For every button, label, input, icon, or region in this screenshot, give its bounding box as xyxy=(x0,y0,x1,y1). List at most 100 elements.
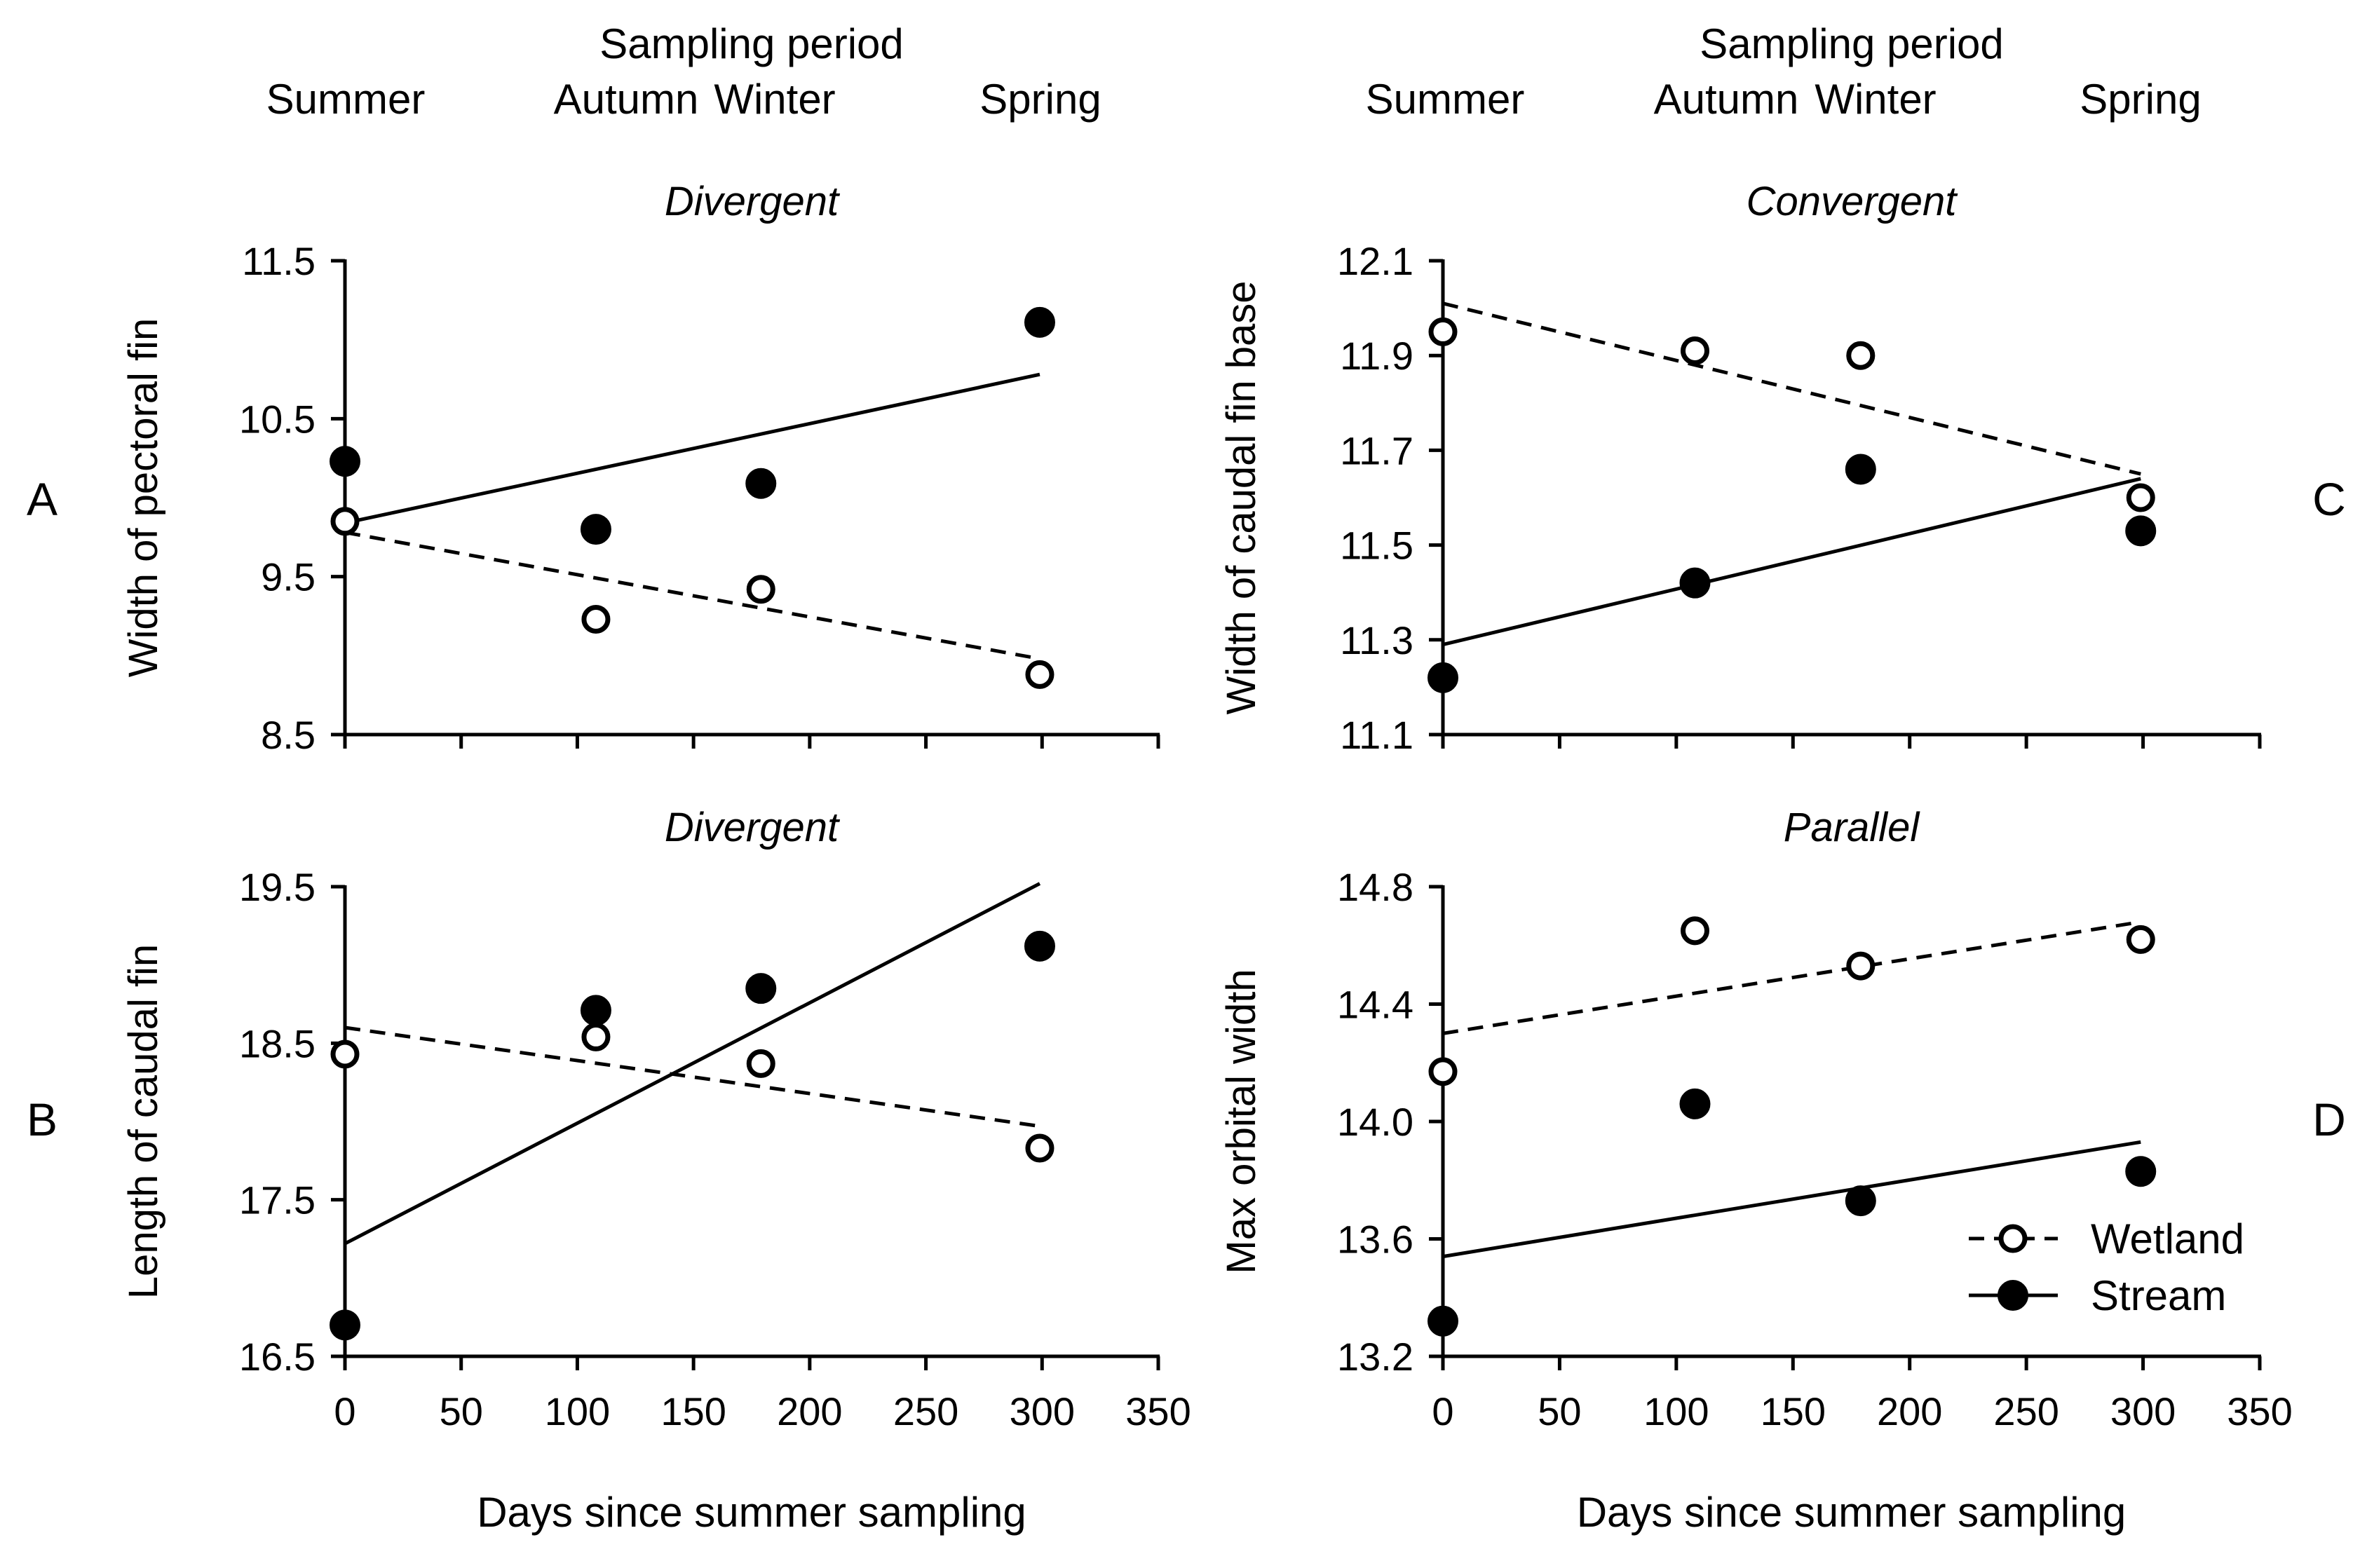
fit-line-wetland xyxy=(1442,920,2141,1035)
season-label-autumn: Autumn xyxy=(554,76,699,123)
y-axis-label: Length of caudal fin xyxy=(121,944,166,1299)
point-wetland xyxy=(1025,1133,1054,1163)
x-tick-label: 0 xyxy=(1432,1389,1453,1433)
panel-b: B Divergent 16.5 17.5 18.5 19.5 0 50 100 150 200 25… xyxy=(27,805,1191,1536)
x-tick-label: 200 xyxy=(777,1389,842,1433)
season-label-spring: Spring xyxy=(979,76,1101,123)
x-tick-label: 50 xyxy=(1538,1389,1581,1433)
point-wetland xyxy=(581,605,611,634)
fit-line-wetland xyxy=(1442,301,2141,476)
x-tick-label: 300 xyxy=(1010,1389,1075,1433)
point-wetland xyxy=(581,1022,611,1051)
legend: Wetland Stream xyxy=(1969,1215,2244,1319)
point-stream xyxy=(1427,662,1458,693)
point-wetland xyxy=(330,1039,360,1069)
legend-stream-marker xyxy=(1998,1280,2028,1311)
point-stream xyxy=(580,995,611,1026)
y-axis-label: Width of pectoral fin xyxy=(121,318,166,678)
x-tick-label: 200 xyxy=(1877,1389,1942,1433)
y-axis-label: Max orbital width xyxy=(1219,969,1264,1274)
sampling-header-1: Sampling period Summer Autumn Winter Spring xyxy=(266,20,1101,123)
x-axis-label: Days since summer sampling xyxy=(1577,1489,2127,1536)
y-axis-label: Width of caudal fin base xyxy=(1219,280,1264,714)
panel-c: C Convergent 11.1 11.3 11.5 11.7 11.9 12.1 Width… xyxy=(1219,179,2346,757)
x-tick-label: 100 xyxy=(545,1389,610,1433)
y-tick-label: 13.2 xyxy=(1337,1335,1413,1379)
panel-title: Divergent xyxy=(665,805,841,850)
y-tick-label: 19.5 xyxy=(239,865,316,909)
point-stream xyxy=(2125,1156,2157,1187)
point-stream xyxy=(580,514,611,545)
season-label-autumn: Autumn xyxy=(1654,76,1799,123)
point-stream xyxy=(1845,454,1876,485)
x-axis-label: Days since summer sampling xyxy=(477,1489,1026,1536)
x-tick-label: 300 xyxy=(2110,1389,2176,1433)
x-tick-label: 0 xyxy=(334,1389,355,1433)
x-tick-label: 250 xyxy=(1993,1389,2059,1433)
season-label-spring: Spring xyxy=(2080,76,2201,123)
y-tick-label: 11.5 xyxy=(1340,524,1413,568)
point-stream xyxy=(2125,515,2157,547)
point-stream xyxy=(330,1309,360,1341)
panel-letter: B xyxy=(27,1093,57,1145)
point-wetland xyxy=(2126,925,2155,954)
point-stream xyxy=(1024,930,1055,962)
point-stream xyxy=(330,446,360,477)
y-tick-label: 14.0 xyxy=(1337,1100,1413,1144)
point-wetland xyxy=(330,507,360,536)
y-tick-label: 8.5 xyxy=(261,713,316,757)
fit-line-wetland xyxy=(344,531,1040,661)
y-tick-label: 13.6 xyxy=(1337,1218,1413,1262)
panel-letter: A xyxy=(27,473,57,525)
point-stream xyxy=(1679,567,1711,599)
point-wetland xyxy=(1846,341,1876,370)
y-tick-label: 17.5 xyxy=(239,1178,316,1222)
y-tick-label: 18.5 xyxy=(239,1021,316,1065)
y-tick-label: 14.8 xyxy=(1337,865,1413,909)
y-tick-label: 11.3 xyxy=(1340,618,1413,662)
point-stream xyxy=(1679,1088,1711,1119)
y-tick-label: 11.5 xyxy=(242,239,316,283)
season-label-summer: Summer xyxy=(1366,76,1525,123)
point-stream xyxy=(745,468,777,499)
panel-title: Convergent xyxy=(1747,179,1959,224)
x-tick-label: 350 xyxy=(1125,1389,1191,1433)
point-stream xyxy=(1427,1305,1458,1337)
point-wetland xyxy=(1428,1057,1458,1086)
fit-line-stream xyxy=(344,372,1040,525)
sampling-period-title: Sampling period xyxy=(599,20,904,67)
point-stream xyxy=(745,973,777,1004)
panel-a: A Divergent 8.5 9.5 10.5 11.5 Width of pectora… xyxy=(27,179,1160,757)
panel-title: Divergent xyxy=(665,179,841,224)
legend-wetland-label: Wetland xyxy=(2091,1215,2244,1262)
fit-line-stream xyxy=(344,882,1041,1246)
x-tick-label: 350 xyxy=(2227,1389,2292,1433)
x-tick-label: 150 xyxy=(660,1389,726,1433)
y-tick-label: 14.4 xyxy=(1337,983,1413,1027)
x-tick-label: 50 xyxy=(440,1389,483,1433)
point-wetland xyxy=(1428,317,1458,346)
panel-title: Parallel xyxy=(1784,805,1921,850)
point-wetland xyxy=(1846,951,1876,981)
y-tick-label: 11.7 xyxy=(1340,428,1413,472)
x-tick-label: 250 xyxy=(893,1389,958,1433)
y-tick-label: 11.9 xyxy=(1340,334,1413,378)
point-wetland xyxy=(1025,660,1054,689)
point-wetland xyxy=(2126,483,2155,512)
y-tick-label: 12.1 xyxy=(1337,239,1413,283)
y-tick-label: 11.1 xyxy=(1340,713,1413,757)
panel-d: D Parallel 13.2 13.6 14.0 14.4 14.8 0 50 100 150 20… xyxy=(1219,805,2346,1536)
legend-stream-label: Stream xyxy=(2091,1272,2226,1319)
y-tick-label: 9.5 xyxy=(261,555,316,599)
point-wetland xyxy=(1680,336,1709,365)
panel-letter: D xyxy=(2312,1093,2346,1145)
season-label-winter: Winter xyxy=(1815,76,1936,123)
panel-letter: C xyxy=(2312,473,2346,525)
point-wetland xyxy=(746,575,775,604)
fit-line-stream xyxy=(1442,1140,2141,1259)
season-label-winter: Winter xyxy=(714,76,835,123)
fit-line-stream xyxy=(1442,477,2141,646)
y-tick-label: 16.5 xyxy=(239,1335,316,1379)
